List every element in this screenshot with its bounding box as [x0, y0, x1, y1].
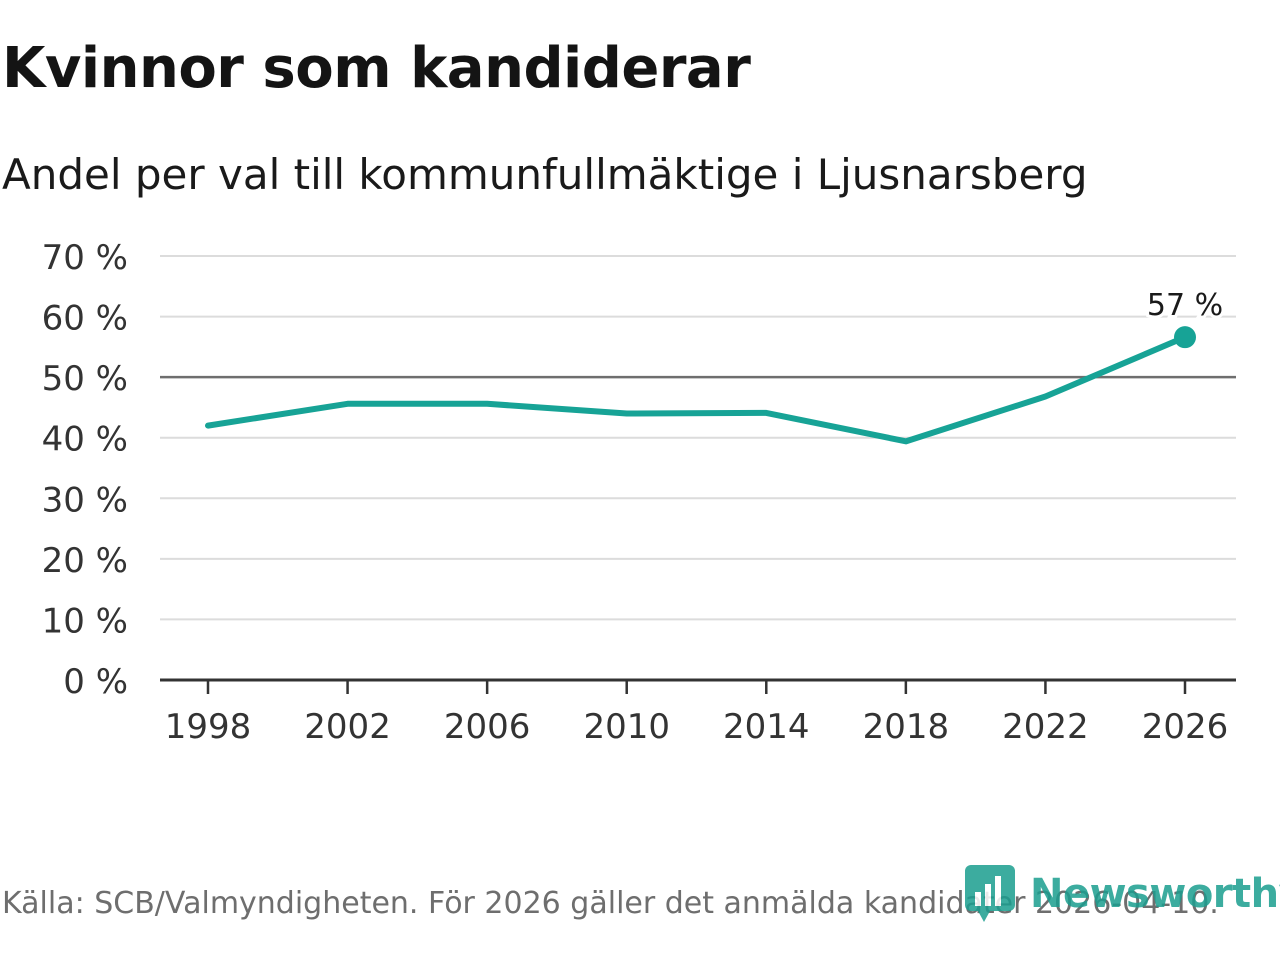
end-point-marker: [1174, 326, 1196, 349]
chart-subtitle: Andel per val till kommunfullmäktige i L…: [2, 150, 1088, 199]
x-tick-label: 2010: [583, 707, 670, 747]
series-line: [205, 334, 1188, 445]
x-tick-label: 1998: [165, 707, 252, 747]
y-tick-label: 10 %: [42, 601, 128, 641]
y-tick-label: 60 %: [42, 299, 128, 339]
end-value-label: 57 %: [1147, 288, 1223, 323]
x-tick-label: 2022: [1002, 707, 1089, 747]
y-tick-label: 20 %: [42, 541, 128, 581]
y-tick-label: 40 %: [42, 420, 128, 460]
newsworthy-logo-icon: [965, 865, 1015, 922]
y-tick-label: 50 %: [42, 359, 128, 399]
y-tick-label: 0 %: [63, 662, 128, 702]
brand-name: Newsworthy: [1030, 871, 1280, 917]
chart-title: Kvinnor som kandiderar: [2, 36, 751, 101]
y-tick-label: 30 %: [42, 480, 128, 520]
x-tick-label: 2006: [444, 707, 531, 747]
source-note: Källa: SCB/Valmyndigheten. För 2026 gäll…: [2, 886, 1219, 921]
x-tick-label: 2014: [723, 707, 810, 747]
x-tick-label: 2002: [304, 707, 391, 747]
x-tick-label: 2026: [1142, 707, 1229, 747]
brand-logo: Newsworthy: [964, 864, 1280, 924]
x-tick-label: 2018: [863, 707, 950, 747]
y-tick-label: 70 %: [42, 238, 128, 278]
